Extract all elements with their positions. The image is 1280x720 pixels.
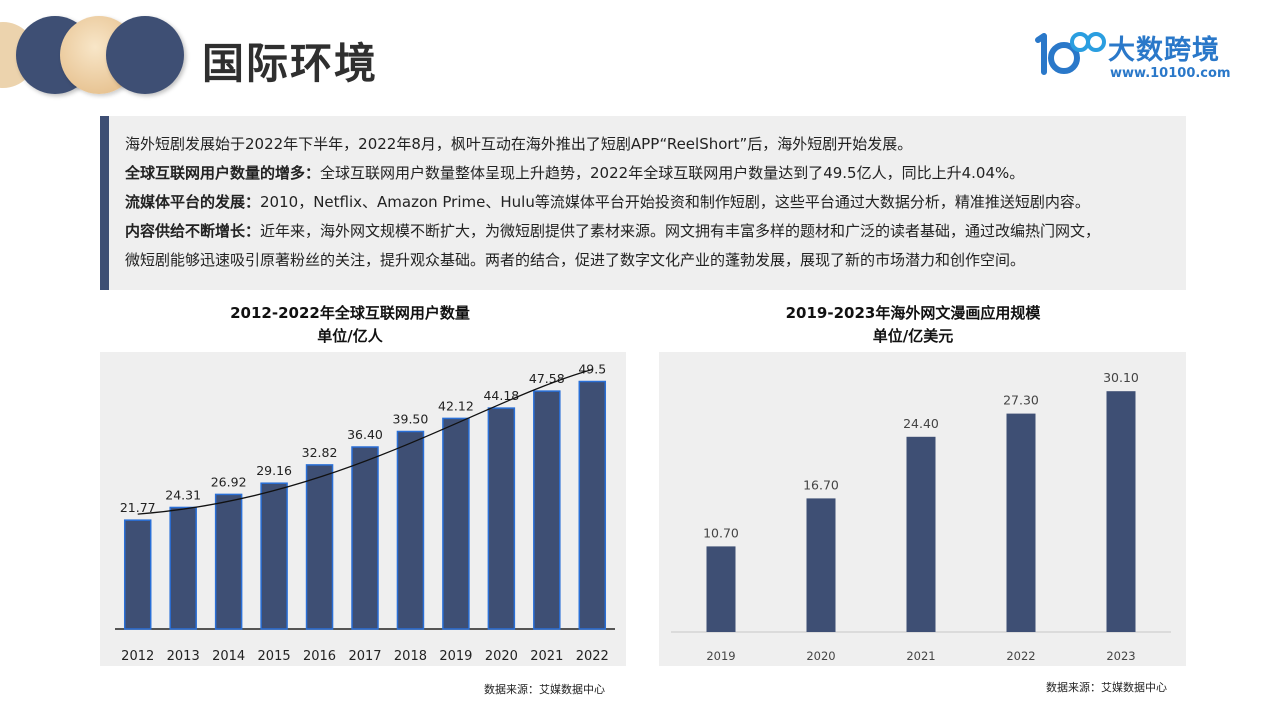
intro-item-label: 流媒体平台的发展： [125, 193, 261, 211]
chart2-subtitle: 单位/亿美元 [872, 327, 954, 345]
chart1-tick-label: 2017 [348, 649, 381, 664]
chart2-data-label: 10.70 [703, 525, 739, 540]
chart1-data-label: 29.16 [256, 463, 292, 478]
chart1-data-label: 49.5 [578, 362, 606, 377]
brand-logo[interactable]: 大数跨境 www.10100.com [1032, 28, 1242, 84]
chart1-data-label: 39.50 [393, 412, 429, 427]
chart2-tick-label: 2022 [1006, 649, 1035, 663]
chart2-bar [1006, 413, 1036, 632]
chart2-data-label: 30.10 [1103, 370, 1139, 385]
chart2-tick-label: 2021 [906, 649, 935, 663]
chart2-tick-label: 2023 [1106, 649, 1135, 663]
chart2-bar [706, 546, 736, 632]
page-title: 国际环境 [202, 39, 379, 88]
intro-text: 微短剧能够迅速吸引原著粉丝的关注，提升观众基础。两者的结合，促进了数字文化产业的… [125, 251, 1026, 269]
intro-item-label: 全球互联网用户数量的增多： [125, 164, 321, 182]
chart1-data-label: 36.40 [347, 427, 383, 442]
chart1-bar [214, 493, 243, 630]
chart2-svg: 10.70 2019 16.70 2020 24.40 2021 27.30 2022 30.1… [671, 370, 1171, 663]
chart1-tick-label: 2014 [212, 649, 245, 664]
chart1-bar [487, 407, 516, 630]
chart1-tick-label: 2012 [121, 649, 154, 664]
chart1-bar [533, 390, 561, 630]
chart1-tick-label: 2016 [303, 649, 336, 664]
chart2-title: 2019-2023年海外网文漫画应用规模 [785, 304, 1041, 322]
chart1-bar [305, 464, 334, 630]
chart1-bar [123, 519, 152, 630]
chart1-tick-label: 2019 [439, 649, 472, 664]
chart2-tick-label: 2019 [706, 649, 735, 663]
chart2-bar [806, 498, 836, 632]
intro-line: 海外短剧发展始于2022年下半年，2022年8月，枫叶互动在海外推出了短剧APP… [125, 130, 1174, 159]
chart1-source: 数据来源：艾媒数据中心 [484, 683, 605, 696]
chart2-bar [1106, 391, 1136, 632]
intro-line: 微短剧能够迅速吸引原著粉丝的关注，提升观众基础。两者的结合，促进了数字文化产业的… [125, 246, 1174, 275]
chart1-data-label: 26.92 [211, 474, 247, 489]
chart1-tick-label: 2013 [167, 649, 200, 664]
chart1-panel: 21.77 2012 24.31 2013 26.92 2014 29.16 2015 32.8… [100, 352, 626, 666]
decor-circle-navy [106, 16, 184, 94]
chart2-title-block: 2019-2023年海外网文漫画应用规模 单位/亿美元 [660, 302, 1166, 348]
chart2-panel: 10.70 2019 16.70 2020 24.40 2021 27.30 2022 30.1… [659, 352, 1186, 666]
chart1-title: 2012-2022年全球互联网用户数量 [230, 304, 470, 322]
intro-item: 内容供给不断增长：近年来，海外网文规模不断扩大，为微短剧提供了素材来源。网文拥有… [125, 217, 1174, 246]
chart1-tick-label: 2021 [530, 649, 563, 664]
chart1-bar [260, 482, 288, 630]
chart2-data-label: 27.30 [1003, 393, 1039, 408]
intro-item-text: 2010，Netflix、Amazon Prime、Hulu等流媒体平台开始投资… [260, 193, 1090, 211]
chart2-bar [906, 436, 936, 632]
chart1-data-label: 32.82 [302, 445, 338, 460]
intro-item-text: 全球互联网用户数量整体呈现上升趋势，2022年全球互联网用户数量达到了49.5亿… [320, 164, 1025, 182]
chart1-trendline [137, 368, 593, 515]
chart1-tick-label: 2020 [485, 649, 518, 664]
chart2-data-label: 24.40 [903, 416, 939, 431]
chart1-bar [396, 430, 425, 630]
intro-item: 流媒体平台的发展：2010，Netflix、Amazon Prime、Hulu等… [125, 188, 1174, 217]
chart1-data-label: 24.31 [165, 487, 201, 502]
chart1-bar [578, 380, 607, 630]
chart1-tick-label: 2015 [258, 649, 291, 664]
logo-name: 大数跨境 [1108, 35, 1220, 66]
chart1-subtitle: 单位/亿人 [317, 327, 383, 345]
logo-url: www.10100.com [1110, 66, 1231, 81]
chart1-data-label: 42.12 [438, 398, 474, 413]
intro-textbox: 海外短剧发展始于2022年下半年，2022年8月，枫叶互动在海外推出了短剧APP… [100, 116, 1186, 290]
chart2-source: 数据来源：艾媒数据中心 [1046, 681, 1167, 694]
chart1-tick-label: 2018 [394, 649, 427, 664]
chart1-data-label: 21.77 [120, 500, 156, 515]
chart1-svg: 21.77 2012 24.31 2013 26.92 2014 29.16 2015 32.8… [115, 362, 615, 664]
chart1-tick-label: 2022 [576, 649, 609, 664]
intro-item-label: 内容供给不断增长： [125, 222, 261, 240]
chart1-bar [351, 446, 379, 630]
intro-item-text: 近年来，海外网文规模不断扩大，为微短剧提供了素材来源。网文拥有丰富多样的题材和广… [260, 222, 1101, 240]
chart1-title-block: 2012-2022年全球互联网用户数量 单位/亿人 [100, 302, 600, 348]
chart1-bar [442, 417, 470, 630]
intro-text: 海外短剧发展始于2022年下半年，2022年8月，枫叶互动在海外推出了短剧APP… [125, 135, 913, 153]
chart1-data-label: 47.58 [529, 371, 565, 386]
chart2-data-label: 16.70 [803, 477, 839, 492]
chart2-tick-label: 2020 [806, 649, 835, 663]
logo-mark-icon [1035, 32, 1106, 75]
intro-item: 全球互联网用户数量的增多：全球互联网用户数量整体呈现上升趋势，2022年全球互联… [125, 159, 1174, 188]
chart1-bar [169, 506, 197, 630]
chart1-data-label: 44.18 [483, 388, 519, 403]
